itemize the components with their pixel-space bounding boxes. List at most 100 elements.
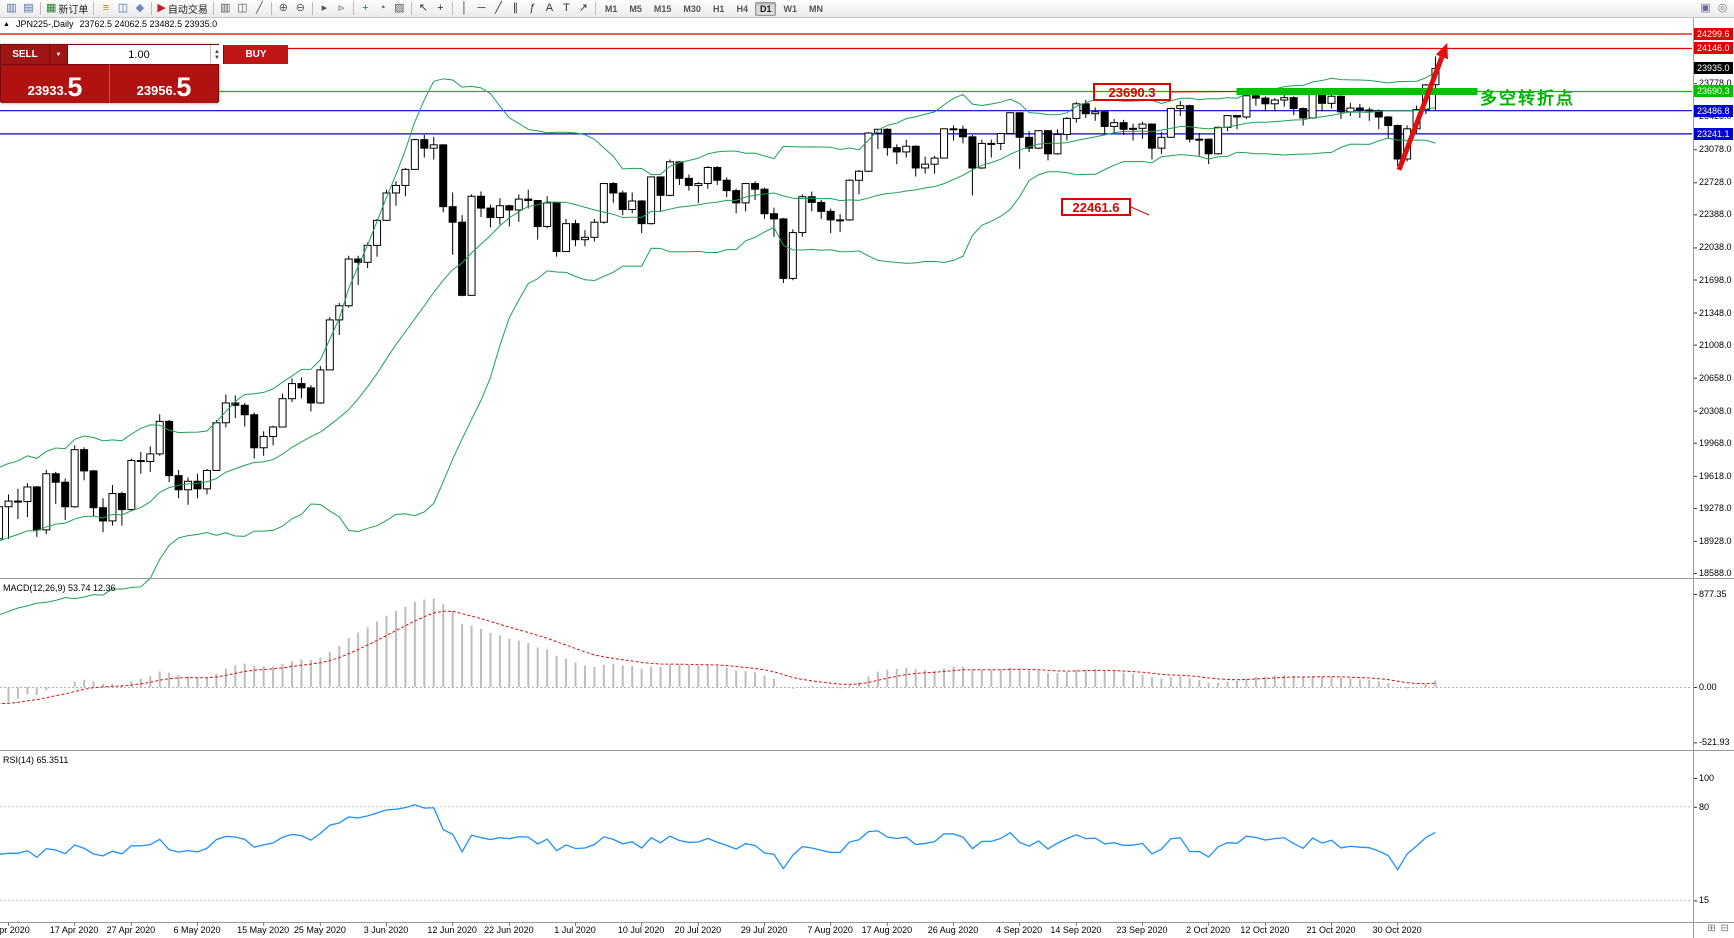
auto-trading-icon[interactable]: ▶ 自动交易	[157, 2, 208, 17]
price-tick-label: 19618.0	[1699, 470, 1732, 481]
new-chart-icon[interactable]: ▥	[6, 2, 17, 14]
date-axis-label: 29 Jul 2020	[740, 925, 788, 935]
volume-down-icon[interactable]: ▼	[214, 54, 220, 61]
date-axis-label: 2 Oct 2020	[1186, 925, 1231, 935]
price-tick-label: 20308.0	[1699, 405, 1732, 416]
equidistant-channel-icon[interactable]: ∥	[512, 2, 519, 14]
top-toolbar: ▥ ▤ ▦ 新订单 ≡ ◫ ◆ ▶ 自动交易 ▥ ◫ ╱ ⊕ ⊖ ▸ ▹ + ◔ ▨ ↖ + │ ─ ╱ ∥ ƒ A T ↗ M1 M5 M1…	[0, 0, 1734, 18]
buy-price-small: 23956.	[136, 83, 177, 98]
auto-trading-label: 自动交易	[167, 5, 208, 16]
timeframe-h1-button[interactable]: H1	[712, 3, 725, 14]
crosshair-icon[interactable]: +	[437, 2, 444, 14]
toolbar-separator	[151, 2, 153, 15]
navigator-icon[interactable]: ◆	[135, 2, 145, 14]
price-tick-label: 22038.0	[1699, 242, 1732, 253]
timeframe-m30-button[interactable]: M30	[683, 3, 701, 14]
date-axis-label: 27 Apr 2020	[106, 925, 156, 935]
price-tick-label: 20658.0	[1699, 372, 1732, 383]
sell-price-big: 5	[67, 72, 83, 103]
toolbar-separator	[93, 2, 95, 15]
zoom-in-icon[interactable]: ⊕	[278, 2, 288, 14]
price-tick-label: 21348.0	[1699, 307, 1732, 318]
fibonacci-icon[interactable]: ƒ	[529, 2, 536, 14]
trendline-icon[interactable]: ╱	[495, 2, 502, 14]
rsi-indicator-label: RSI(14) 65.3511	[3, 755, 69, 765]
timeframe-m5-button[interactable]: M5	[629, 3, 642, 14]
volume-input[interactable]	[68, 45, 210, 64]
quick-zoom-out-icon[interactable]: ⊟	[1720, 923, 1729, 934]
toolbar-separator	[270, 2, 272, 15]
chart-window-icon[interactable]: ▣	[1697, 1, 1714, 17]
horizontal-line-icon[interactable]: ─	[477, 2, 486, 14]
bar-chart-icon[interactable]: ▥	[220, 2, 231, 14]
sell-button[interactable]: SELL	[1, 45, 49, 64]
cursor-icon[interactable]: ↖	[418, 2, 428, 14]
date-axis-label: 3 Jun 2020	[363, 925, 409, 935]
toolbar-separator	[40, 2, 41, 15]
timeframe-m15-button[interactable]: M15	[653, 3, 672, 14]
chart-shift-icon[interactable]: ▹	[338, 2, 345, 14]
buy-button[interactable]: BUY	[224, 45, 288, 64]
date-axis-label: 15 May 2020	[237, 925, 290, 935]
arrows-icon[interactable]: ↗	[578, 2, 588, 14]
templates-icon[interactable]: ▨	[394, 2, 405, 14]
timeframe-d1-button[interactable]: D1	[754, 1, 777, 16]
market-watch-icon[interactable]: ≡	[102, 2, 110, 14]
timeframe-m1-button[interactable]: M1	[604, 3, 618, 14]
chart-header: ▲ JPN225-,Daily 23762.5 24062.5 23482.5 …	[3, 19, 217, 29]
chart-profiles-icon[interactable]: ▤	[23, 2, 34, 14]
candlestick-chart-icon[interactable]: ◫	[237, 2, 248, 14]
date-axis-label: 25 May 2020	[293, 925, 346, 935]
toolbar-separator	[212, 2, 214, 15]
zoom-out-icon[interactable]: ⊖	[295, 2, 305, 14]
buy-price[interactable]: 23956. 5	[110, 65, 218, 103]
support-price-label[interactable]: 22461.6	[1061, 198, 1131, 216]
line-chart-icon[interactable]: ╱	[256, 2, 263, 14]
buy-price-big: 5	[176, 72, 192, 103]
price-tick-label: 22388.0	[1699, 209, 1732, 220]
new-order-icon[interactable]: ▦ 新订单	[46, 2, 89, 17]
date-axis-label: 1 Jul 2020	[554, 925, 596, 935]
indicators-add-icon[interactable]: +	[362, 2, 369, 14]
volume-box: ▲ ▼	[67, 45, 224, 64]
new-order-label: 新订单	[58, 5, 89, 16]
timeframe-mn-button[interactable]: MN	[808, 3, 823, 14]
date-axis-label: 22 Jun 2020	[484, 925, 534, 935]
price-tick-label: 23078.0	[1699, 144, 1732, 155]
sell-price-small: 23933.	[27, 83, 68, 98]
vertical-line-icon[interactable]: │	[460, 2, 468, 14]
timeframe-w1-button[interactable]: W1	[783, 3, 797, 14]
macd-axis-label: -521.93	[1699, 737, 1730, 748]
resistance-price-label[interactable]: 23690.3	[1093, 83, 1171, 101]
text-label-icon[interactable]: T	[563, 2, 570, 14]
sell-price[interactable]: 23933. 5	[1, 65, 109, 103]
toolbar-separator	[410, 2, 412, 15]
date-axis-label: 20 Jul 2020	[674, 925, 722, 935]
text-icon[interactable]: A	[545, 2, 554, 14]
search-icon[interactable]: ◎	[1714, 1, 1731, 17]
auto-scroll-icon[interactable]: ▸	[321, 2, 328, 14]
date-axis-label: 26 Aug 2020	[927, 925, 979, 935]
date-axis-label: 7 Aug 2020	[807, 925, 853, 935]
date-axis-label: 14 Sep 2020	[1050, 925, 1102, 935]
price-level-label: 23486.8	[1694, 104, 1733, 117]
rsi-axis-label: 80	[1699, 801, 1710, 812]
price-level-label: 24299.6	[1694, 27, 1733, 40]
sell-dropdown-icon[interactable]: ▼	[49, 45, 67, 64]
date-axis-label: 12 Oct 2020	[1240, 925, 1290, 935]
periods-icon[interactable]: ◔	[379, 2, 386, 14]
toolbar-separator	[352, 2, 354, 15]
price-level-label: 24146.0	[1694, 42, 1733, 55]
macd-axis-label: 877.35	[1699, 588, 1727, 599]
date-axis-label: 17 Apr 2020	[49, 925, 99, 935]
search-glyph: ◎	[1717, 2, 1728, 14]
date-axis-label: 23 Sep 2020	[1116, 925, 1168, 935]
one-click-collapse-icon[interactable]: ▲	[3, 20, 10, 28]
data-window-icon[interactable]: ◫	[117, 2, 129, 14]
turning-point-text[interactable]: 多空转折点	[1480, 89, 1575, 108]
macd-indicator-label: MACD(12,26,9) 53.74 12.36	[3, 583, 116, 593]
quick-zoom-in-icon[interactable]: ⊞	[1707, 923, 1716, 934]
chart-canvas[interactable]	[0, 18, 1692, 922]
timeframe-h4-button[interactable]: H4	[736, 3, 748, 14]
volume-up-icon[interactable]: ▲	[214, 48, 220, 55]
